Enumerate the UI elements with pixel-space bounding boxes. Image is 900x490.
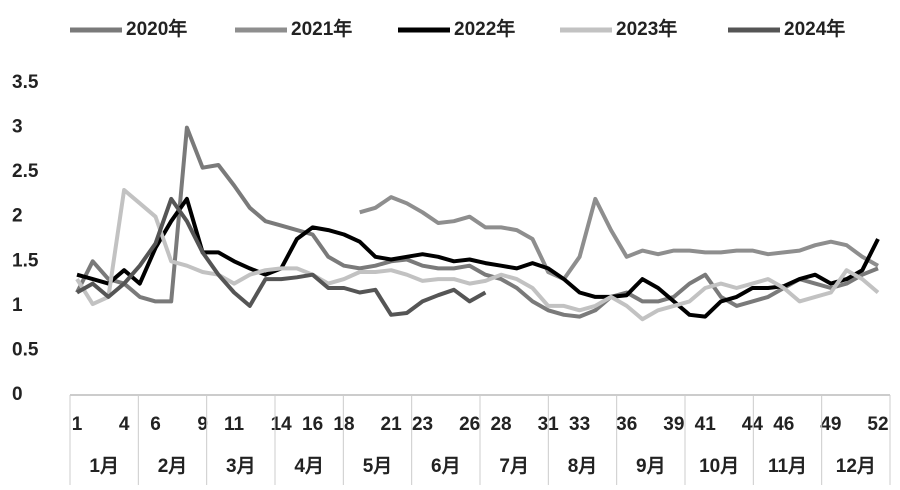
month-label: 9月 [636, 456, 666, 477]
month-label: 2月 [158, 456, 188, 477]
month-label: 3月 [226, 456, 256, 477]
month-label: 4月 [294, 456, 324, 477]
x-tick-label: 23 [412, 414, 433, 435]
x-tick-label: 28 [490, 414, 511, 435]
legend-label: 2020年 [126, 17, 187, 40]
month-label: 7月 [499, 456, 529, 477]
y-tick-label: 0.5 [12, 339, 39, 360]
x-tick-label: 39 [663, 414, 684, 435]
x-tick-label: 33 [569, 414, 590, 435]
series-line [359, 195, 879, 282]
y-tick-label: 0 [12, 384, 23, 405]
y-tick-label: 1.5 [12, 250, 39, 271]
y-tick-label: 2 [12, 206, 23, 227]
series-line [76, 196, 880, 319]
x-tick-label: 26 [459, 414, 480, 435]
month-label: 5月 [363, 456, 393, 477]
legend-label: 2023年 [616, 17, 677, 40]
x-tick-label: 21 [381, 414, 403, 435]
month-label: 1月 [89, 456, 119, 477]
x-tick-label: 9 [197, 414, 208, 435]
x-tick-label: 16 [302, 414, 323, 435]
x-tick-label: 44 [742, 414, 764, 435]
y-tick-label: 1 [12, 295, 23, 316]
legend-label: 2024年 [784, 17, 845, 40]
legend-label: 2022年 [454, 17, 515, 40]
month-label: 12月 [836, 456, 876, 477]
series-line [75, 188, 880, 322]
x-tick-label: 1 [72, 414, 83, 435]
x-tick-label: 18 [333, 414, 354, 435]
legend-label: 2021年 [291, 17, 352, 40]
x-tick-label: 11 [224, 414, 245, 435]
month-label: 6月 [431, 456, 461, 477]
x-tick-label: 6 [150, 414, 161, 435]
x-tick-label: 14 [271, 414, 293, 435]
x-tick-label: 36 [616, 414, 637, 435]
series-line [75, 125, 879, 319]
month-label: 8月 [568, 456, 598, 477]
x-tick-label: 41 [695, 414, 717, 435]
month-label: 10月 [699, 456, 739, 477]
x-tick-label: 4 [119, 414, 130, 435]
x-tick-label: 52 [867, 414, 888, 435]
y-tick-label: 2.5 [12, 161, 39, 182]
y-tick-label: 3.5 [12, 72, 39, 93]
series-line [76, 196, 487, 317]
x-tick-label: 49 [820, 414, 841, 435]
month-label: 11月 [768, 456, 807, 477]
y-tick-label: 3 [12, 117, 23, 138]
x-tick-label: 46 [773, 414, 794, 435]
